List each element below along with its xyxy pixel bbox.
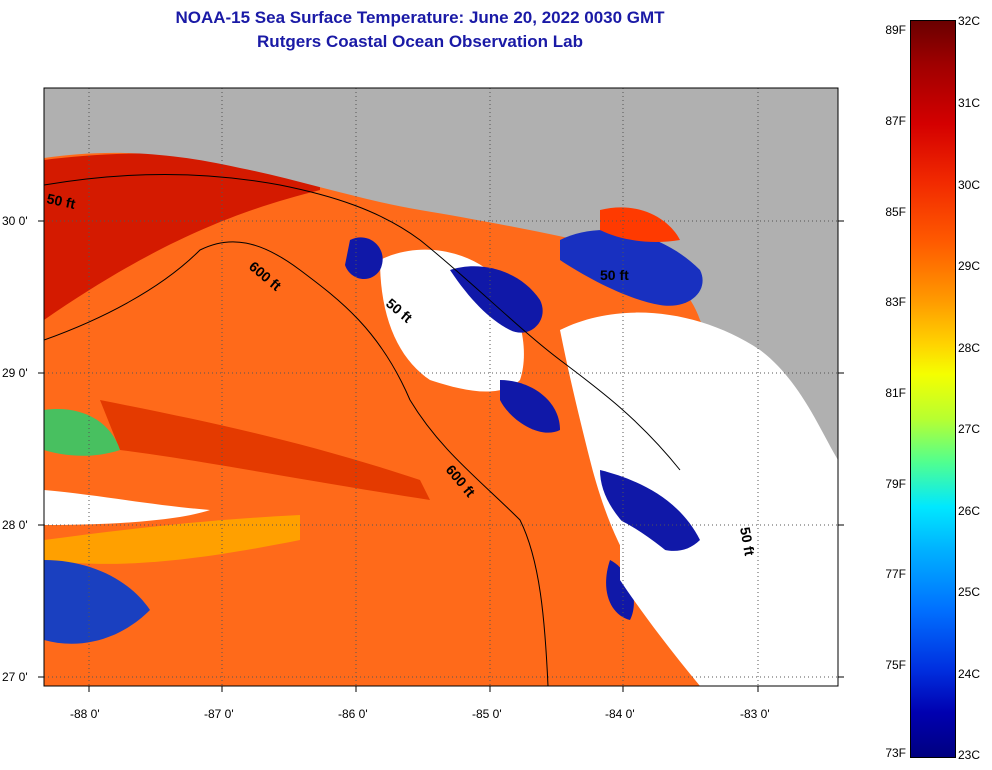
contour-label-50ft: 50 ft bbox=[45, 190, 77, 212]
cold-patch bbox=[450, 266, 543, 333]
isobath-50ft bbox=[44, 174, 681, 471]
colorbar-c-label: 27C bbox=[958, 422, 981, 436]
y-tick-label: 27 0' bbox=[2, 670, 28, 684]
colorbar-f-label: 77F bbox=[885, 567, 906, 581]
colorbar-c-label: 25C bbox=[958, 585, 981, 599]
contour-label-50ft-east: 50 ft bbox=[737, 526, 758, 557]
colorbar-f-label: 81F bbox=[885, 386, 906, 400]
y-tick-label: 28 0' bbox=[2, 518, 28, 532]
x-tick-label: -84 0' bbox=[605, 707, 635, 721]
map-frame bbox=[43, 87, 839, 687]
colorbar-c-label: 32C bbox=[958, 14, 981, 28]
colorbar-c-label: 31C bbox=[958, 96, 981, 110]
y-tick-label: 29 0' bbox=[2, 366, 28, 380]
peninsula-cloud bbox=[560, 312, 838, 686]
colorbar-c-label: 28C bbox=[958, 341, 981, 355]
colorbar-f-label: 87F bbox=[885, 114, 906, 128]
x-tick-label: -86 0' bbox=[338, 707, 368, 721]
colorbar-c-label: 30C bbox=[958, 178, 981, 192]
x-tick-label: -87 0' bbox=[204, 707, 234, 721]
colorbar-f-label: 73F bbox=[885, 746, 906, 760]
x-tick-label: -85 0' bbox=[472, 707, 502, 721]
y-tick-label: 30 0' bbox=[2, 214, 28, 228]
land-region bbox=[44, 88, 838, 560]
colorbar-f-label: 83F bbox=[885, 295, 906, 309]
warm-shelf-region bbox=[44, 153, 320, 320]
graticule bbox=[44, 88, 838, 686]
map-subtitle: Rutgers Coastal Ocean Observation Lab bbox=[257, 32, 583, 51]
isobath-600ft bbox=[44, 241, 549, 686]
color-scale-bar bbox=[910, 20, 956, 758]
colorbar-c-label: 26C bbox=[958, 504, 981, 518]
colorbar-c-label: 24C bbox=[958, 667, 981, 681]
x-tick-label: -83 0' bbox=[740, 707, 770, 721]
contour-label-50ft-north: 50 ft bbox=[600, 267, 629, 283]
colorbar-c-label: 29C bbox=[958, 259, 981, 273]
colorbar-f-label: 85F bbox=[885, 205, 906, 219]
colorbar-f-label: 89F bbox=[885, 23, 906, 37]
colorbar-f-label: 79F bbox=[885, 477, 906, 491]
colorbar-f-label: 75F bbox=[885, 658, 906, 672]
cloud-region bbox=[44, 490, 210, 525]
x-tick-label: -88 0' bbox=[70, 707, 100, 721]
colorbar-c-label: 23C bbox=[958, 748, 981, 762]
map-title: NOAA-15 Sea Surface Temperature: June 20… bbox=[175, 8, 665, 27]
